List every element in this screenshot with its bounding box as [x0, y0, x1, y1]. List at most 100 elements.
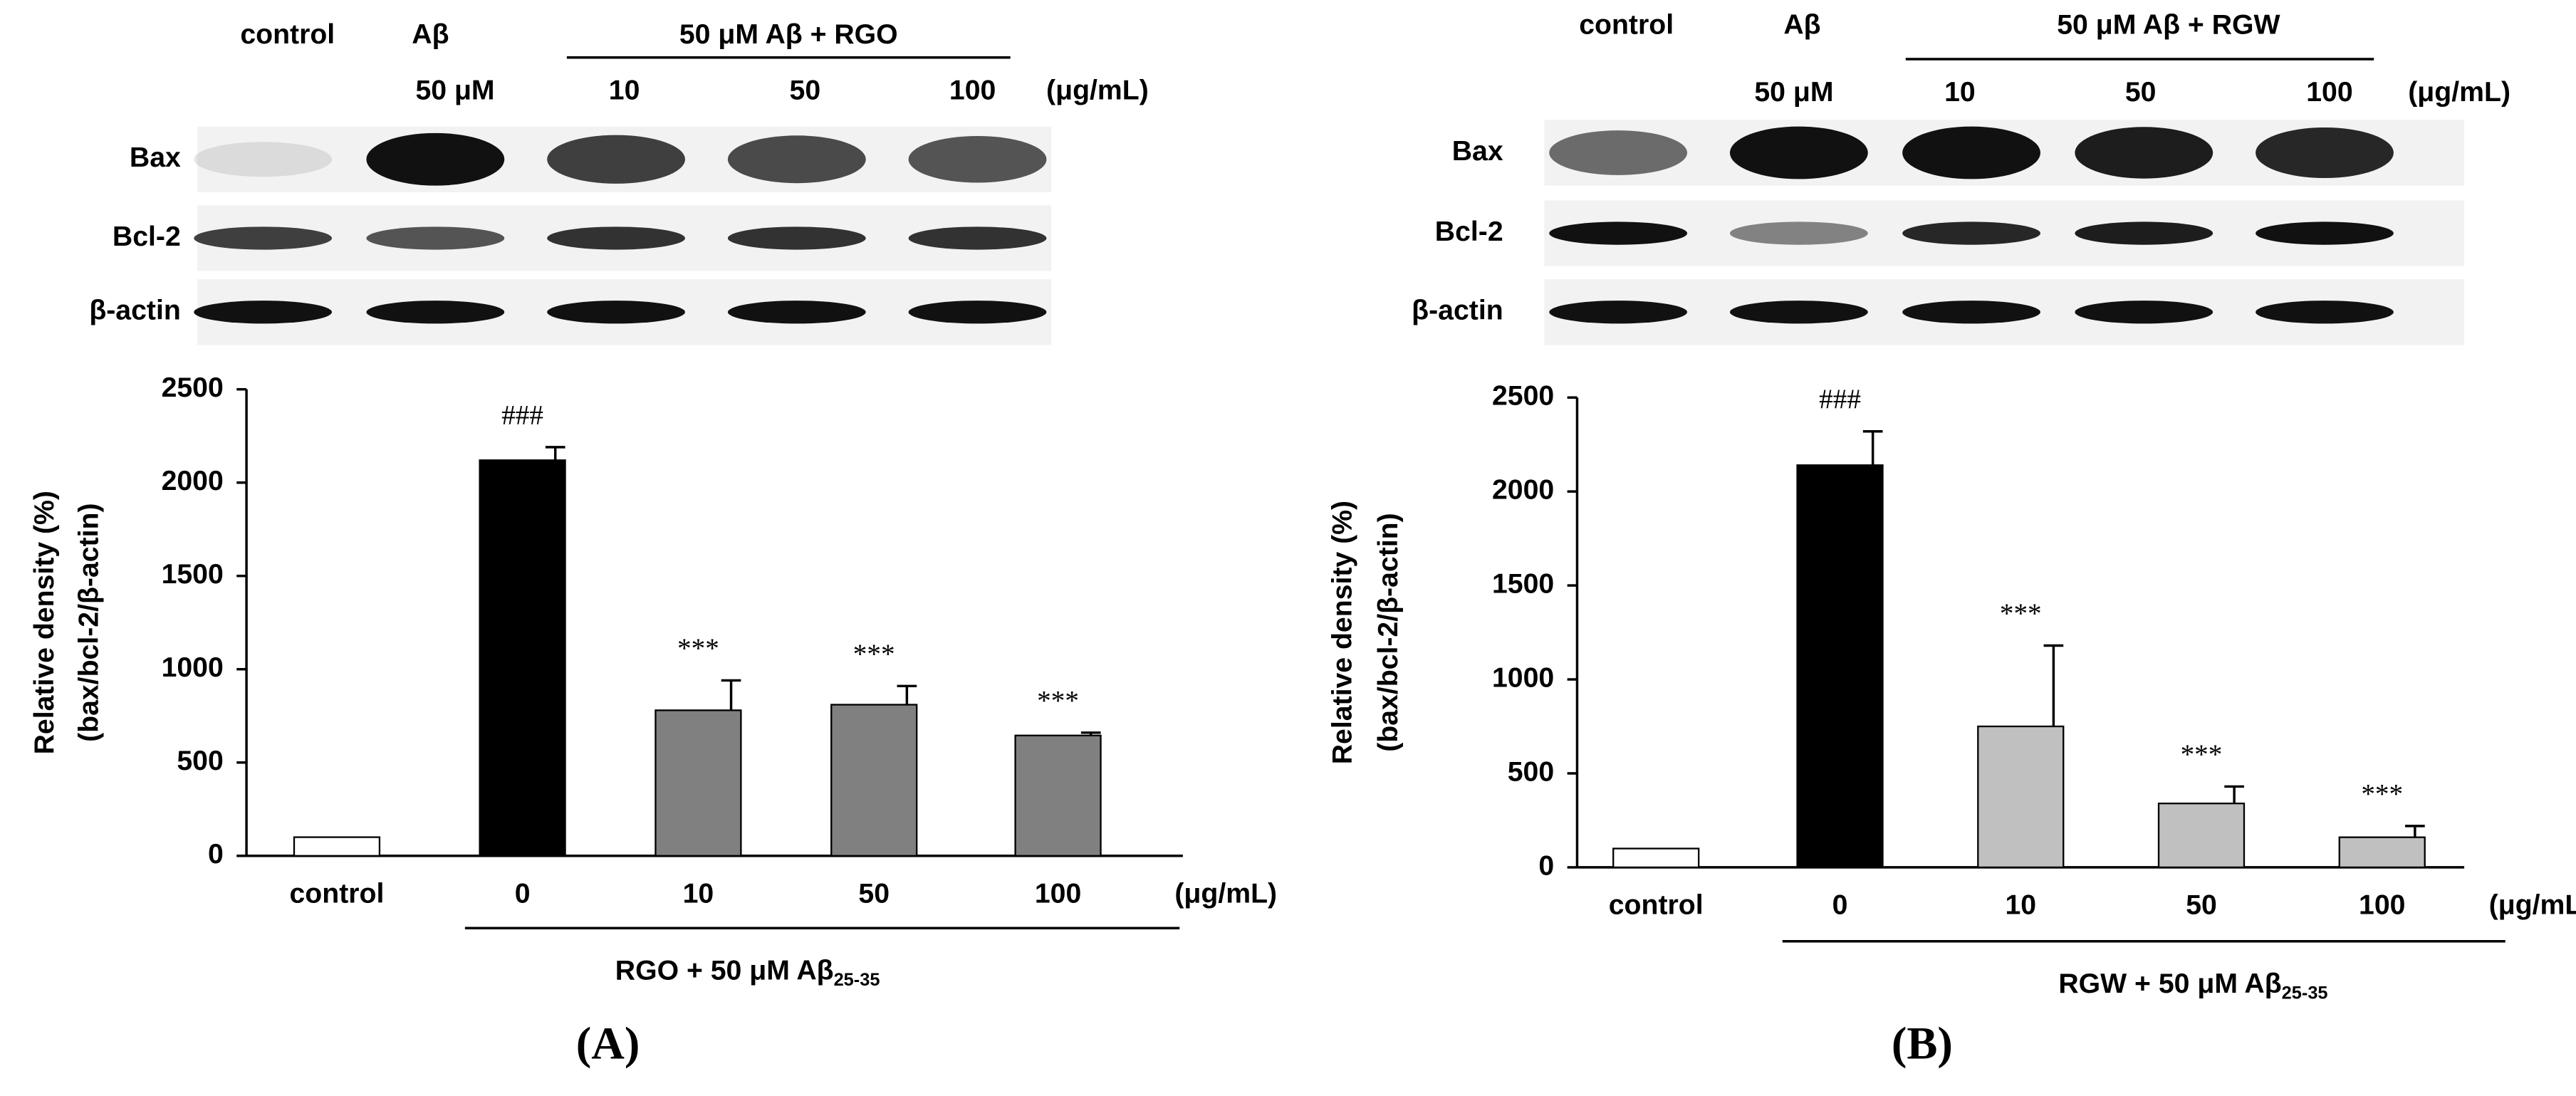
blot-dose: 100 — [2306, 77, 2352, 108]
blot-band — [727, 135, 866, 184]
blot-header: 50 μM Aβ + RGW — [2057, 9, 2280, 40]
blot-dose: 10 — [1944, 77, 1976, 108]
y-axis-label: (bax/bcl-2/β-actin) — [1373, 513, 1404, 751]
blot-band — [194, 142, 333, 177]
blot-band — [194, 301, 333, 324]
x-tick-label: 50 — [2186, 890, 2217, 921]
x-axis-label-main: RGW + 50 μM Aβ — [2058, 969, 2281, 999]
x-tick-label: control — [1609, 890, 1704, 921]
x-axis-label-main: RGO + 50 μM Aβ — [615, 956, 834, 986]
y-tick-label: 1500 — [1492, 568, 1554, 599]
bar — [1796, 464, 1884, 869]
blot-dose: 50 μM — [415, 75, 494, 106]
blot-dose: (μg/mL) — [1046, 75, 1149, 106]
blot-dose: 10 — [609, 75, 640, 106]
blot-band — [1902, 221, 2040, 245]
blot-band — [547, 135, 685, 184]
x-axis-label-sub: 25-35 — [2282, 983, 2328, 1003]
significance: *** — [853, 639, 895, 669]
blot-band — [908, 135, 1047, 183]
blot-band — [366, 226, 505, 250]
blot-row-label: Bcl-2 — [1435, 216, 1503, 247]
y-tick-label: 0 — [1538, 850, 1554, 881]
blot-row-label: Bax — [1452, 136, 1503, 167]
blot-row-label: β-actin — [1412, 296, 1503, 326]
blot-band — [2256, 127, 2394, 179]
bar — [479, 459, 566, 857]
panel-label: (B) — [1892, 1017, 1953, 1069]
x-tick-label: 100 — [1035, 878, 1081, 909]
x-unit: (μg/mL) — [2489, 890, 2576, 921]
x-axis-label-sub: 25-35 — [834, 970, 880, 990]
blot-header: Aβ — [412, 19, 449, 50]
bar — [2338, 836, 2426, 869]
significance: *** — [1037, 685, 1079, 716]
y-tick-label: 1500 — [162, 559, 224, 590]
blot-band — [727, 226, 866, 250]
x-tick-label: 10 — [2005, 890, 2036, 921]
blot-band — [1902, 301, 2040, 324]
significance: *** — [2361, 778, 2403, 809]
blot-band — [2075, 221, 2213, 245]
x-axis-label: RGW + 50 μM Aβ25-35 — [2058, 969, 2327, 1003]
blot-row-label: β-actin — [89, 296, 180, 326]
bar — [293, 836, 381, 857]
blot-header: control — [240, 19, 335, 50]
panel-label: (A) — [576, 1017, 640, 1069]
x-tick-label: control — [290, 878, 385, 909]
blot-band — [1549, 301, 1688, 324]
x-unit: (μg/mL) — [1174, 878, 1277, 909]
blot-header: Aβ — [1783, 9, 1820, 40]
y-axis-label: Relative density (%) — [29, 491, 60, 754]
y-tick-label: 500 — [1508, 756, 1554, 787]
x-tick-label: 50 — [858, 878, 890, 909]
significance: ### — [501, 400, 543, 430]
x-tick-label: 0 — [1832, 890, 1848, 921]
blot-dose: 50 μM — [1754, 77, 1833, 108]
blot-band — [1729, 301, 1868, 324]
y-tick-label: 0 — [208, 839, 224, 870]
blot-band — [2075, 301, 2213, 324]
y-tick-label: 2500 — [1492, 381, 1554, 412]
y-tick-label: 1000 — [1492, 662, 1554, 693]
blot-band — [1729, 221, 1868, 245]
x-tick-label: 10 — [683, 878, 714, 909]
blot-band — [547, 301, 685, 324]
blot-dose: 50 — [790, 75, 821, 106]
y-axis-label: (bax/bcl-2/β-actin) — [73, 503, 104, 742]
x-axis-label: RGO + 50 μM Aβ25-35 — [615, 956, 880, 990]
blot-band — [2256, 301, 2394, 324]
blot-band — [547, 226, 685, 250]
blot-band — [908, 226, 1047, 250]
bar — [830, 704, 918, 857]
y-tick-label: 2000 — [162, 466, 224, 496]
y-tick-label: 1000 — [162, 652, 224, 683]
blot-band — [1549, 130, 1688, 175]
x-tick-label: 100 — [2359, 890, 2405, 921]
blot-band — [908, 301, 1047, 324]
blot-band — [2075, 127, 2213, 179]
blot-header: 50 μM Aβ + RGO — [679, 19, 898, 50]
blot-band — [1729, 126, 1868, 179]
y-tick-label: 500 — [177, 746, 223, 776]
significance: *** — [677, 633, 719, 664]
blot-dose: (μg/mL) — [2408, 77, 2510, 108]
significance: *** — [2000, 598, 2042, 629]
blot-row-label: Bax — [130, 142, 181, 173]
blot-dose: 100 — [949, 75, 996, 106]
y-tick-label: 2000 — [1492, 475, 1554, 506]
blot-dose: 50 — [2125, 77, 2157, 108]
blot-band — [727, 301, 866, 324]
blot-band — [2256, 221, 2394, 245]
bar — [655, 709, 742, 857]
blot-band — [366, 132, 505, 186]
significance: ### — [1819, 384, 1861, 414]
bar — [1612, 847, 1700, 869]
blot-band — [1549, 221, 1688, 245]
bar — [2157, 803, 2246, 869]
y-tick-label: 2500 — [162, 372, 224, 403]
blot-band — [194, 226, 333, 250]
blot-row-label: Bcl-2 — [113, 221, 181, 252]
blot-band — [1902, 126, 2040, 179]
